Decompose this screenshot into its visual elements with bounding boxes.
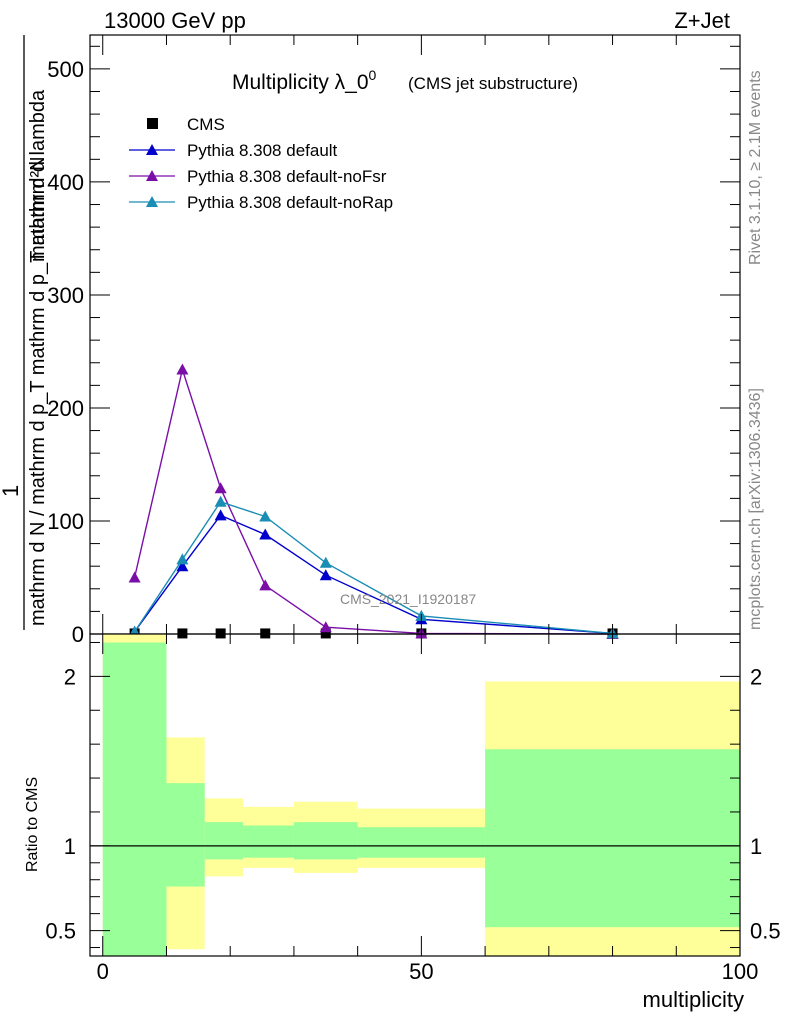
y-tick-label: 100 xyxy=(47,509,84,534)
lower-panel: 0.5 0.5 1 1 2 2 0 50 100 Ratio to CMS multiplic… xyxy=(24,633,781,1012)
data-point-pythia-8-308-default-nofsr xyxy=(176,363,189,375)
data-point-pythia-8-308-default-norap xyxy=(214,495,227,507)
ratio-y-tick-label: 2 xyxy=(64,664,76,689)
ratio-band-green xyxy=(357,827,486,858)
y-tick-label: 200 xyxy=(47,396,84,421)
data-point-pythia-8-308-default xyxy=(259,528,272,540)
ratio-bands xyxy=(102,634,740,956)
upper-panel: 0 100 200 300 400 500 1 mathrm d N / mathrm d… xyxy=(0,34,741,647)
rivet-version-label: Rivet 3.1.10, ≥ 2.1M events xyxy=(747,70,764,265)
y-label-numerator: 1 xyxy=(0,485,23,497)
legend-marker-norap xyxy=(146,196,158,207)
title-main: Multiplicity λ_00 xyxy=(232,67,377,94)
legend: CMS Pythia 8.308 default Pythia 8.308 de… xyxy=(129,115,393,212)
title-superscript: 0 xyxy=(369,67,377,83)
legend-label-nofsr: Pythia 8.308 default-noFsr xyxy=(187,167,387,186)
ratio-band-green xyxy=(204,822,243,860)
data-point-pythia-8-308-default-nofsr xyxy=(214,482,227,494)
legend-label-cms: CMS xyxy=(187,115,225,134)
upper-y-axis-label: 1 mathrm d N / mathrm d p_T mathrm d p_T… xyxy=(0,35,49,630)
legend-label-norap: Pythia 8.308 default-noRap xyxy=(187,193,393,212)
mcplots-label: mcplots.cern.ch [arXiv:1306.3436] xyxy=(747,388,764,630)
y-label-top: mathrm d²N xyxy=(27,156,49,262)
data-point-pythia-8-308-default-norap xyxy=(259,510,272,522)
ratio-band-green xyxy=(293,822,358,860)
title-subtitle: (CMS jet substructure) xyxy=(408,74,578,93)
data-point-pythia-8-308-default-nofsr xyxy=(128,571,141,583)
x-tick-label: 0 xyxy=(97,959,109,984)
legend-label-default: Pythia 8.308 default xyxy=(187,141,338,160)
ratio-y-tick-label: 1 xyxy=(64,834,76,859)
x-tick-label: 50 xyxy=(409,959,433,984)
upper-x-ticks xyxy=(102,35,741,634)
ratio-y-tick-label-right: 1 xyxy=(750,834,762,859)
data-point-pythia-8-308-default xyxy=(214,509,227,521)
ratio-band-green xyxy=(242,825,294,858)
header-process: Z+Jet xyxy=(674,8,730,33)
legend-marker-cms xyxy=(147,118,158,129)
data-point-pythia-8-308-default xyxy=(319,569,332,581)
legend-marker-nofsr xyxy=(146,170,158,181)
ratio-y-tick-label-right: 2 xyxy=(750,664,762,689)
ratio-band-green xyxy=(485,749,740,928)
data-point-pythia-8-308-default-norap xyxy=(319,556,332,568)
chart-title: Multiplicity λ_00 (CMS jet substructure) xyxy=(232,67,578,94)
data-point-pythia-8-308-default xyxy=(176,560,189,572)
series-line-pythia-8-308-default-norap xyxy=(134,500,613,635)
upper-y-ticks: 0 100 200 300 400 500 xyxy=(47,45,740,647)
header-energy: 13000 GeV pp xyxy=(104,8,246,33)
y-tick-label: 400 xyxy=(47,170,84,195)
data-point-pythia-8-308-default-nofsr xyxy=(319,621,332,633)
data-point-pythia-8-308-default-nofsr xyxy=(259,579,272,591)
y-tick-label: 300 xyxy=(47,283,84,308)
ratio-y-tick-label-right: 0.5 xyxy=(750,919,781,944)
y-tick-label: 0 xyxy=(72,622,84,647)
legend-marker-default xyxy=(146,144,158,155)
lower-panel-frame xyxy=(89,633,741,957)
lower-y-ticks: 0.5 0.5 1 1 2 2 xyxy=(45,641,781,949)
y-tick-label: 500 xyxy=(47,57,84,82)
ratio-y-tick-label: 0.5 xyxy=(45,919,76,944)
ratio-y-axis-label: Ratio to CMS xyxy=(24,777,41,872)
data-point-pythia-8-308-default-norap xyxy=(176,553,189,565)
x-tick-label: 100 xyxy=(722,959,759,984)
ratio-band-green xyxy=(166,783,205,887)
title-main-text: Multiplicity λ_0 xyxy=(232,71,369,94)
series-line-pythia-8-308-default xyxy=(134,514,613,635)
analysis-watermark: CMS_2021_I1920187 xyxy=(340,591,476,607)
ratio-band-green xyxy=(102,642,167,956)
lower-x-ticks: 0 50 100 xyxy=(97,634,759,984)
y-label-denominator: mathrm d N / mathrm d p_T mathrm d p_T m… xyxy=(27,89,49,626)
x-axis-label: multiplicity xyxy=(643,987,744,1012)
